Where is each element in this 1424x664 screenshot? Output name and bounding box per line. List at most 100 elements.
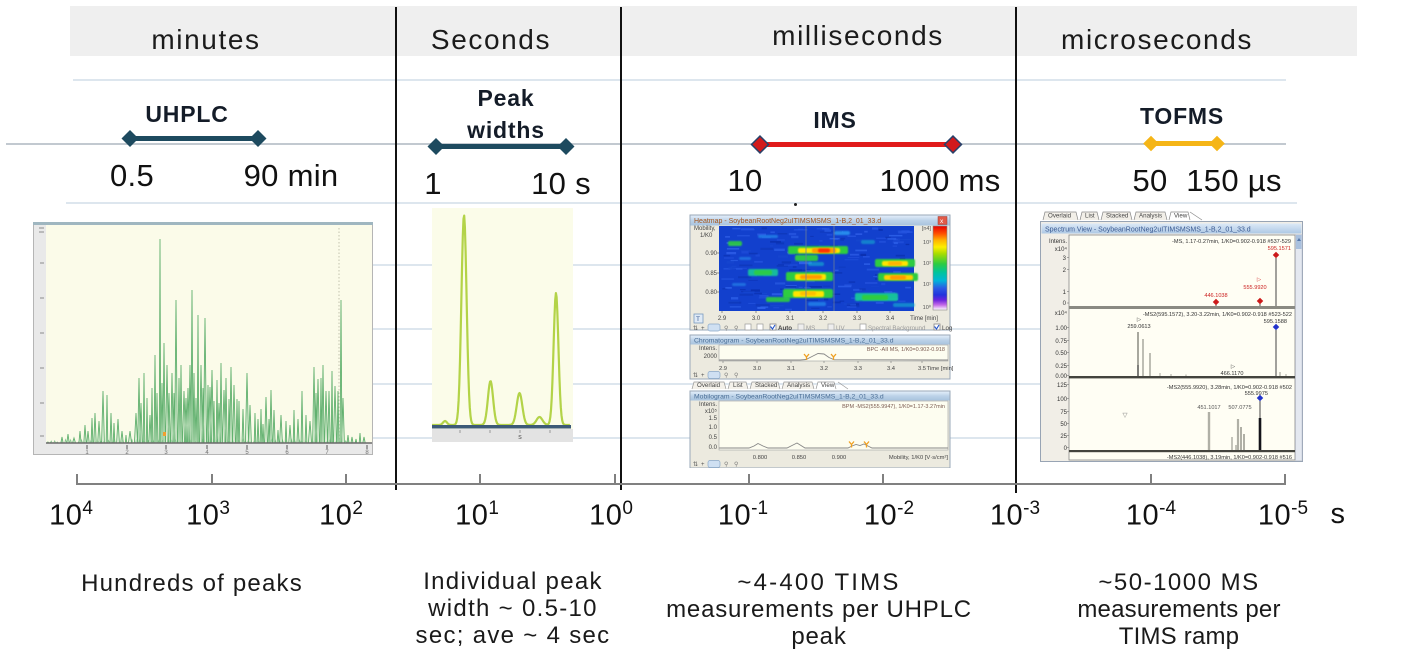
svg-text:0.25: 0.25 [1055,364,1067,370]
svg-text:⇅: ⇅ [693,373,698,379]
svg-text:T: T [696,316,700,323]
svg-text:View: View [821,382,835,389]
svg-text:▷: ▷ [1231,364,1236,370]
svg-text:7: 7 [325,450,329,455]
svg-text:25: 25 [1060,434,1067,440]
svg-text:Analysis: Analysis [787,382,810,389]
svg-text:0.85: 0.85 [705,271,717,277]
svg-text:Stacked: Stacked [1106,213,1129,220]
svg-text:-MS2(446.1038), 3.19min, 1/K0=: -MS2(446.1038), 3.19min, 1/K0=0.902-0.91… [1167,455,1292,461]
svg-text:Mobilogram - SoybeanRootNeg2uI: Mobilogram - SoybeanRootNeg2uITIMSMSMS_1… [694,394,884,401]
svg-text:Overlaid: Overlaid [1048,213,1072,220]
svg-text:6: 6 [285,450,289,455]
svg-text:List: List [1085,213,1095,220]
svg-text:466.1170: 466.1170 [1221,371,1244,377]
svg-text:0.50: 0.50 [1055,351,1067,357]
svg-text:x10⁴: x10⁴ [1055,310,1068,317]
svg-text:8: 8 [365,450,369,455]
svg-text:Spectrum View - SoybeanRootNeg: Spectrum View - SoybeanRootNeg2uITIMSMSM… [1045,227,1251,234]
svg-text:Mobility, 1/K0 [V·s/cm²]: Mobility, 1/K0 [V·s/cm²] [889,455,949,461]
svg-text:2000: 2000 [704,354,718,360]
svg-text:1/K0: 1/K0 [700,233,713,239]
svg-text:Spectral Background: Spectral Background [868,325,926,332]
svg-text:⚲: ⚲ [724,325,729,332]
svg-text:3.0: 3.0 [752,316,761,322]
svg-text:Heatmap - SoybeanRootNeg2uITIM: Heatmap - SoybeanRootNeg2uITIMSMSMS_1-B,… [694,218,881,225]
svg-text:x10⁵: x10⁵ [705,408,718,415]
svg-text:+: + [701,325,705,332]
svg-text:3.0: 3.0 [753,366,761,372]
svg-text:3.5: 3.5 [918,366,926,372]
svg-text:50: 50 [1060,422,1067,428]
svg-text:10²: 10² [923,261,931,267]
svg-text:0: 0 [1064,446,1068,452]
svg-text:Intens.: Intens. [699,346,717,352]
svg-text:0.0: 0.0 [709,445,718,451]
svg-text:4: 4 [205,450,209,455]
svg-text:Log: Log [942,325,953,332]
svg-text:BPC -AII MS, 1/K0=0.902-0.918: BPC -AII MS, 1/K0=0.902-0.918 [867,347,945,353]
svg-text:125: 125 [1057,383,1068,389]
svg-text:595.1588: 595.1588 [1264,319,1287,325]
svg-text:507.0775: 507.0775 [1228,405,1251,411]
svg-text:⇅: ⇅ [693,325,698,332]
svg-text:0.75: 0.75 [1055,339,1067,345]
svg-text:▷: ▷ [1257,277,1262,283]
svg-text:3: 3 [1063,256,1067,262]
svg-text:0.00: 0.00 [1055,374,1067,380]
svg-text:Intens.: Intens. [1049,239,1067,245]
svg-text:-MS, 1.17-0.27min, 1/K0=0.902-: -MS, 1.17-0.27min, 1/K0=0.902-0.918 #537… [1172,239,1291,245]
svg-text:100: 100 [1057,397,1068,403]
svg-text:0.90: 0.90 [705,251,717,257]
svg-text:[n4]: [n4] [922,226,932,232]
svg-text:1: 1 [85,450,89,455]
svg-text:10³: 10³ [923,240,931,246]
svg-text:3.3: 3.3 [854,366,862,372]
svg-text:3.3: 3.3 [853,316,862,322]
svg-text:3.4: 3.4 [886,316,895,322]
svg-text:⚲: ⚲ [724,372,728,379]
svg-text:2.9: 2.9 [719,366,727,372]
svg-text:MS: MS [806,325,815,332]
svg-text:Auto: Auto [778,325,792,332]
svg-text:451.1017: 451.1017 [1197,405,1220,411]
svg-text:⚲: ⚲ [734,461,738,468]
svg-text:⚲: ⚲ [734,372,738,379]
svg-text:10¹: 10¹ [923,282,931,288]
svg-text:Time [min]: Time [min] [927,366,954,372]
svg-text:BPM -MS2(555.9947), 1/K0=1.17-: BPM -MS2(555.9947), 1/K0=1.17-3.27min [842,404,945,410]
svg-text:View: View [1174,213,1188,220]
svg-text:3.2: 3.2 [820,366,828,372]
svg-text:List: List [733,382,743,389]
svg-text:3.2: 3.2 [819,316,828,322]
svg-text:0: 0 [1063,301,1067,307]
svg-text:0.850: 0.850 [792,455,807,461]
svg-text:Overlaid: Overlaid [697,382,721,389]
svg-text:-MS2(555.9920), 3.28min, 1/K0=: -MS2(555.9920), 3.28min, 1/K0=0.902-0.91… [1167,385,1292,391]
svg-text:3.4: 3.4 [887,366,896,372]
svg-text:-MS2(595.1572), 3.20-3.22min,: -MS2(595.1572), 3.20-3.22min, 1/K0=0.902… [1143,312,1292,318]
svg-text:1: 1 [1063,290,1067,296]
svg-text:UV: UV [836,325,845,332]
svg-text:s: s [518,434,522,441]
svg-text:3.1: 3.1 [786,316,795,322]
svg-text:5: 5 [245,450,249,455]
svg-text:259.0613: 259.0613 [1127,324,1150,330]
svg-text:Chromatogram - SoybeanRootNeg2: Chromatogram - SoybeanRootNeg2uITIMSMSMS… [694,338,894,345]
svg-text:0.800: 0.800 [753,455,768,461]
svg-text:x10⁴: x10⁴ [1055,246,1068,253]
svg-text:▷: ▷ [1137,317,1142,323]
svg-text:Intens.: Intens. [699,402,717,408]
svg-text:446.1038: 446.1038 [1204,293,1227,299]
svg-text:10⁰: 10⁰ [923,304,932,311]
svg-text:1.5: 1.5 [709,416,718,422]
svg-text:1.0: 1.0 [709,425,718,431]
svg-text:Analysis: Analysis [1139,213,1162,220]
svg-text:0.900: 0.900 [832,455,847,461]
svg-text:Stacked: Stacked [755,382,778,389]
svg-text:3: 3 [164,450,168,455]
svg-text:+: + [701,373,705,379]
svg-text:595.1571: 595.1571 [1268,246,1291,252]
svg-text:Time [min]: Time [min] [910,316,938,322]
svg-text:1.00: 1.00 [1055,326,1067,332]
